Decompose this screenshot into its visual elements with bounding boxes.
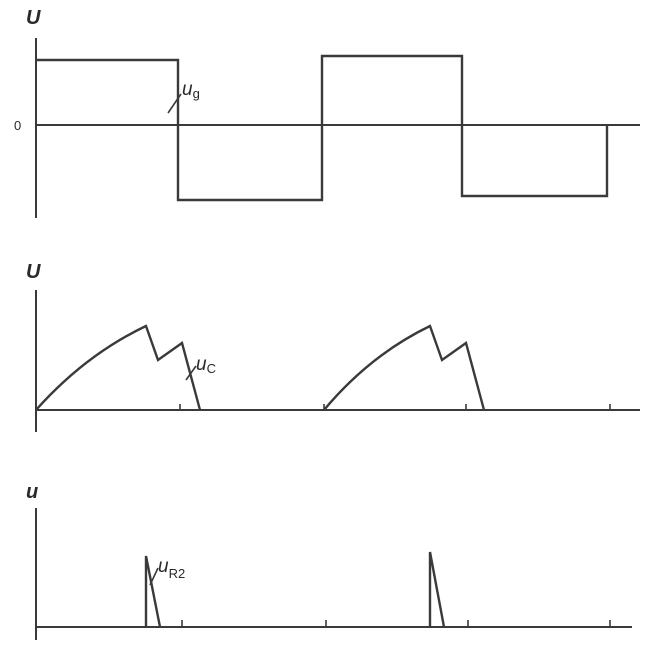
- panel-uc: U uC: [26, 261, 640, 432]
- panel-ur2-axis-label: u: [26, 481, 38, 503]
- ug-square-wave: [36, 54, 609, 202]
- panel-ug-axis-label: U: [26, 7, 41, 29]
- panel-ug: U 0 ug: [14, 7, 640, 218]
- panel-ur2: u uR2: [26, 481, 632, 640]
- ug-label-leader: [167, 93, 182, 114]
- uc-label-leader: [185, 365, 197, 381]
- ug-signal-label: ug: [182, 79, 200, 101]
- uc-waveform-cycle-1: [35, 324, 202, 411]
- ur2-label-leader: [149, 567, 159, 586]
- ur2-signal-label: uR2: [158, 556, 185, 581]
- panel-uc-axis-label: U: [26, 261, 41, 283]
- ur2-spike-1: [144, 555, 162, 628]
- ur2-spike-2: [428, 551, 446, 628]
- uc-waveform-cycle-2: [323, 324, 486, 411]
- uc-signal-label: uC: [196, 354, 216, 376]
- panel-ug-zero-label: 0: [14, 118, 21, 133]
